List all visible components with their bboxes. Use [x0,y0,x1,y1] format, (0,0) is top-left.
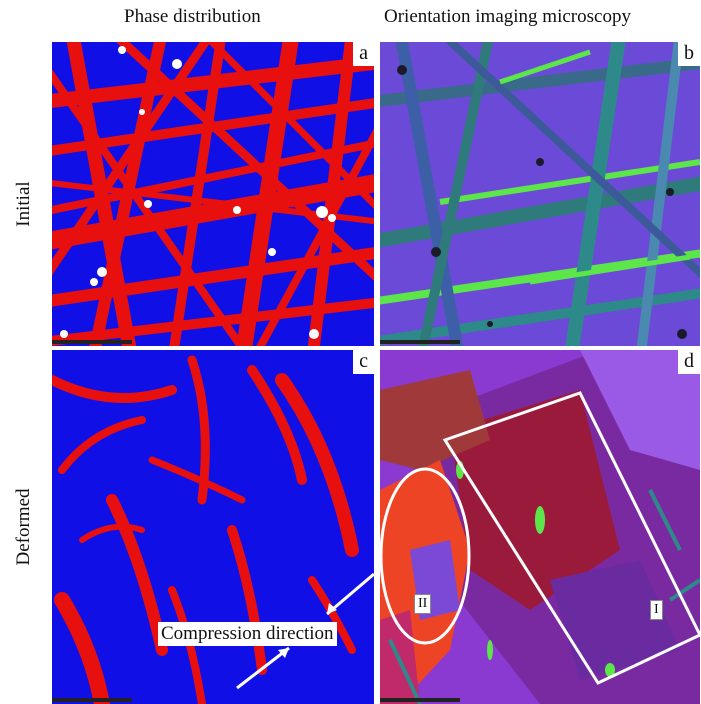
panel-label-c: c [353,350,374,374]
panel-label-d: d [678,350,700,374]
row-label-initial: Initial [13,181,34,227]
panel-label-a: a [353,42,374,66]
compression-direction-label: Compression direction [158,622,337,646]
phase-map-deformed-image [52,350,374,704]
region-II-ellipse [380,467,471,645]
column-title-phase-distribution: Phase distribution [124,6,261,27]
orientation-map-initial-image [380,42,700,346]
region-I-rectangle [442,391,700,685]
region-I-label: I [650,600,663,620]
compression-arrow-lower [236,646,290,690]
panel-label-b: b [678,42,700,66]
panel-d-deformed-orientation-map: d II I [380,350,700,704]
panel-a-initial-phase-map: a [52,42,374,346]
region-II-label: II [414,594,432,614]
compression-arrow-upper [326,572,374,616]
column-title-orientation-imaging: Orientation imaging microscopy [384,6,631,27]
panel-b-initial-orientation-map: b [380,42,700,346]
orientation-map-deformed-image [380,350,700,704]
phase-map-initial-image [52,42,374,346]
panel-c-deformed-phase-map: c Compression direction [52,350,374,704]
row-label-deformed: Deformed [13,488,34,566]
